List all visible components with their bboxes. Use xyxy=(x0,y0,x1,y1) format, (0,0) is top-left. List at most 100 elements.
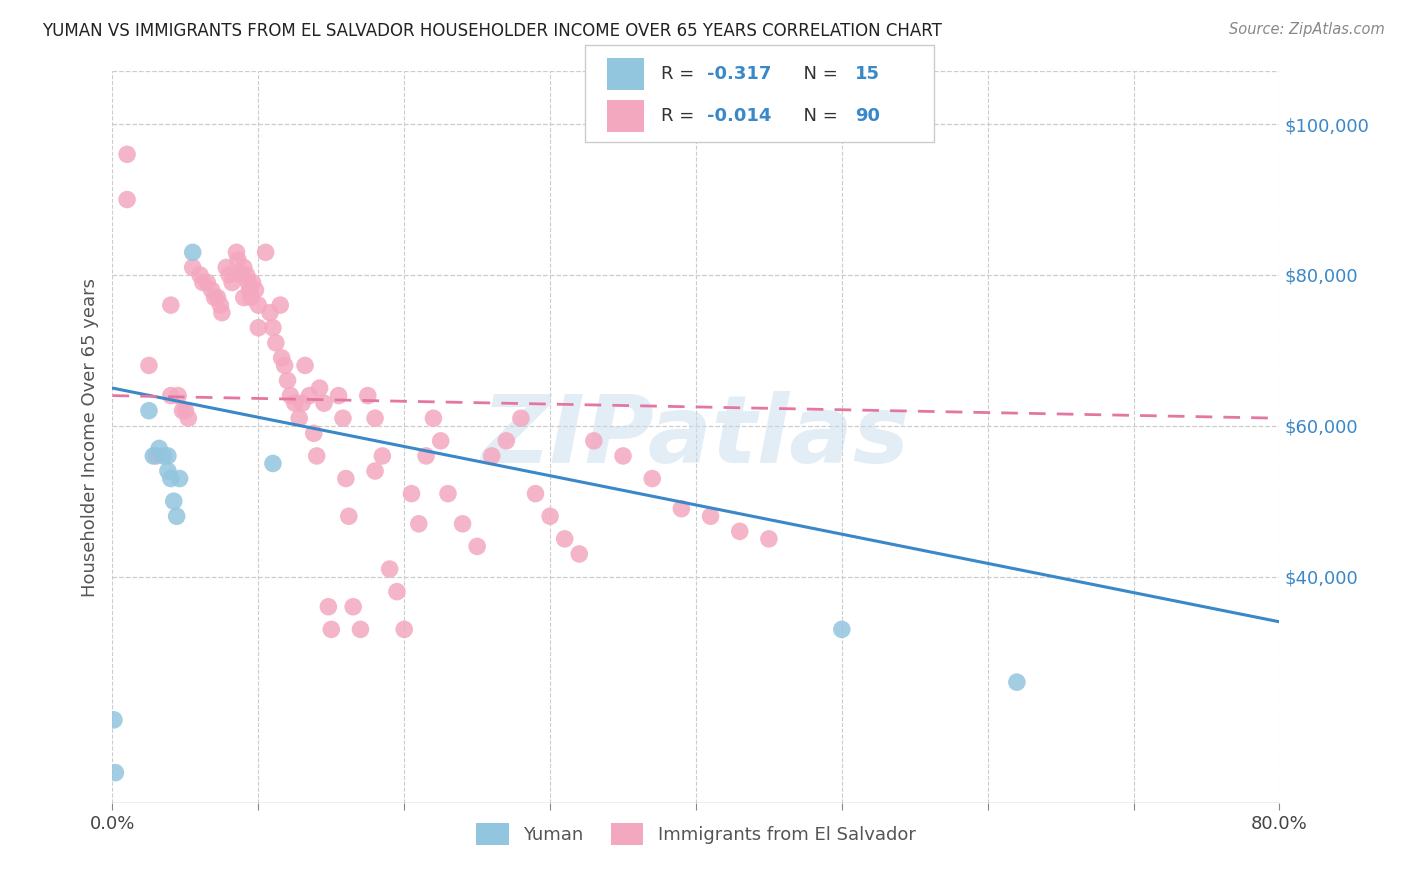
Point xyxy=(145,449,167,463)
Point xyxy=(211,306,233,320)
Point xyxy=(318,599,340,614)
Point xyxy=(332,411,354,425)
Point xyxy=(236,276,259,290)
Point xyxy=(429,434,451,448)
Y-axis label: Householder Income Over 65 years: Householder Income Over 65 years xyxy=(80,277,98,597)
Point xyxy=(242,276,264,290)
Point xyxy=(188,268,211,282)
Point xyxy=(270,351,292,365)
Point xyxy=(160,471,183,485)
Point xyxy=(156,464,179,478)
Text: R =: R = xyxy=(661,65,700,83)
Point xyxy=(302,426,325,441)
Point xyxy=(349,623,371,637)
Point xyxy=(335,471,357,485)
Point xyxy=(262,320,284,334)
Point xyxy=(280,389,302,403)
Point xyxy=(378,562,401,576)
Point xyxy=(364,464,387,478)
Point xyxy=(115,193,138,207)
Point xyxy=(342,599,364,614)
Point xyxy=(207,291,229,305)
Point xyxy=(437,486,460,500)
Text: ZIPatlas: ZIPatlas xyxy=(482,391,910,483)
Point xyxy=(115,147,138,161)
Point xyxy=(247,320,270,334)
Point xyxy=(291,396,314,410)
Point xyxy=(245,283,267,297)
Point xyxy=(554,532,576,546)
Point xyxy=(401,486,423,500)
Point xyxy=(699,509,721,524)
Point xyxy=(152,449,174,463)
Point xyxy=(385,584,408,599)
Point xyxy=(232,260,254,275)
Point xyxy=(328,389,350,403)
Point xyxy=(232,291,254,305)
Point xyxy=(612,449,634,463)
Text: R =: R = xyxy=(661,107,700,125)
Point xyxy=(142,449,165,463)
Point xyxy=(495,434,517,448)
Point xyxy=(509,411,531,425)
Point xyxy=(225,245,247,260)
Text: Source: ZipAtlas.com: Source: ZipAtlas.com xyxy=(1229,22,1385,37)
Point xyxy=(273,359,295,373)
Point xyxy=(201,283,224,297)
Point xyxy=(172,403,194,417)
Legend: Yuman, Immigrants from El Salvador: Yuman, Immigrants from El Salvador xyxy=(470,816,922,852)
Point xyxy=(394,623,416,637)
Point xyxy=(728,524,751,539)
Point xyxy=(138,403,160,417)
Point xyxy=(181,245,204,260)
Point xyxy=(481,449,503,463)
Point xyxy=(235,268,257,282)
Point xyxy=(415,449,437,463)
Point xyxy=(204,291,226,305)
Point xyxy=(240,291,263,305)
Point xyxy=(209,298,232,312)
Point xyxy=(247,298,270,312)
Point xyxy=(582,434,605,448)
Point xyxy=(568,547,591,561)
Point xyxy=(148,442,170,456)
Point xyxy=(215,260,238,275)
Point xyxy=(831,623,853,637)
Point xyxy=(221,276,243,290)
Point xyxy=(169,471,191,485)
Text: N =: N = xyxy=(792,107,844,125)
Point xyxy=(298,389,321,403)
Point xyxy=(226,252,249,267)
Point xyxy=(138,359,160,373)
Point xyxy=(218,268,240,282)
Point xyxy=(181,260,204,275)
Point xyxy=(284,396,307,410)
Point xyxy=(321,623,343,637)
Point xyxy=(671,501,693,516)
Text: -0.317: -0.317 xyxy=(707,65,772,83)
Point xyxy=(465,540,488,554)
Point xyxy=(305,449,328,463)
Point xyxy=(174,403,197,417)
Point xyxy=(538,509,561,524)
Point xyxy=(288,411,311,425)
Point xyxy=(191,276,214,290)
Point xyxy=(195,276,218,290)
Text: 15: 15 xyxy=(855,65,880,83)
Point xyxy=(641,471,664,485)
Point xyxy=(177,411,200,425)
Text: -0.014: -0.014 xyxy=(707,107,772,125)
Point xyxy=(276,374,298,388)
Point xyxy=(104,765,127,780)
Point xyxy=(163,494,186,508)
Point xyxy=(264,335,287,350)
Point xyxy=(262,457,284,471)
Point xyxy=(259,306,281,320)
Point xyxy=(524,486,547,500)
Point xyxy=(229,268,252,282)
Point xyxy=(337,509,360,524)
Point xyxy=(160,298,183,312)
Point xyxy=(167,389,190,403)
Point xyxy=(758,532,780,546)
Point xyxy=(254,245,277,260)
